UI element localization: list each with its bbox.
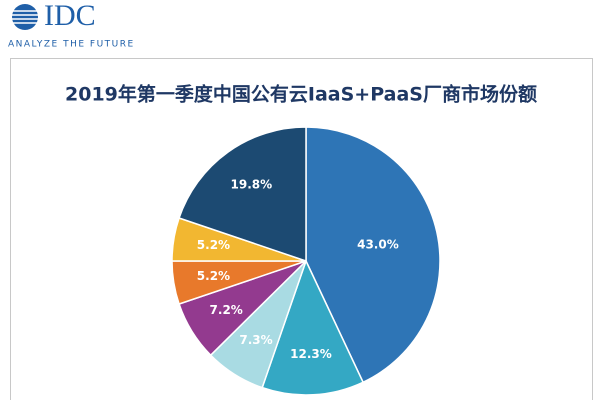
data-label: 12.3%	[290, 347, 332, 361]
data-label: 5.2%	[197, 269, 230, 283]
logo-icon	[12, 4, 38, 30]
data-label: 43.0%	[357, 237, 399, 251]
logo-tagline: ANALYZE THE FUTURE	[8, 40, 135, 50]
pie-slice	[178, 126, 307, 263]
chart-title: 2019年第一季度中国公有云IaaS+PaaS厂商市场份额	[65, 83, 537, 106]
data-label: 19.8%	[231, 177, 273, 191]
data-label: 5.2%	[197, 238, 230, 252]
data-label: 7.2%	[210, 303, 243, 317]
data-label: 7.3%	[239, 333, 272, 347]
pie-slice	[261, 259, 365, 396]
logo-name: IDC	[44, 0, 96, 32]
pie-slice	[305, 126, 441, 384]
